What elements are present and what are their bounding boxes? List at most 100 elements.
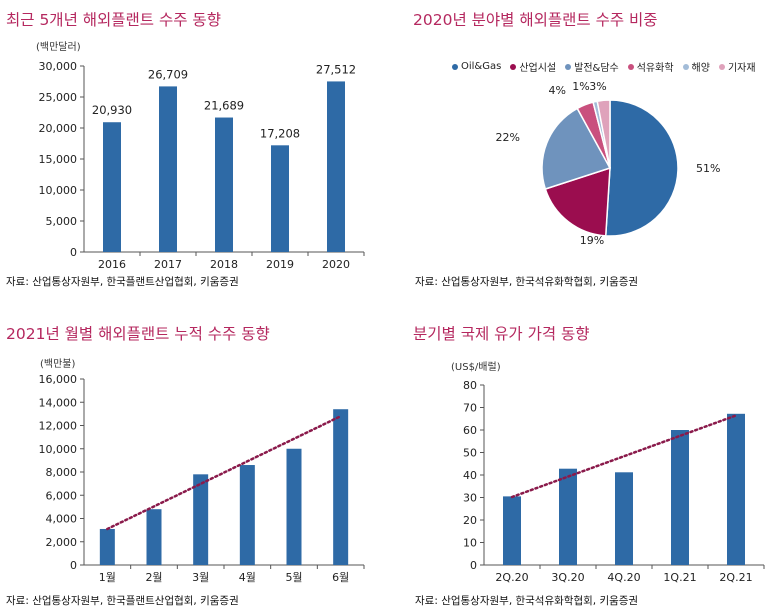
chart1-y-tick-label: 5,000 bbox=[46, 215, 78, 228]
chart3-bar bbox=[99, 528, 115, 565]
chart1-bar bbox=[159, 86, 177, 252]
chart4-y-tick-label: 50 bbox=[463, 447, 477, 460]
chart3-bar bbox=[333, 409, 349, 565]
legend-marker-icon bbox=[510, 63, 517, 70]
chart1-source: 자료: 산업통상자원부, 한국플랜트산업협회, 키움증권 bbox=[6, 276, 239, 288]
chart2-legend-label: 발전&담수 bbox=[574, 63, 619, 74]
chart1-data-label: 20,930 bbox=[92, 103, 132, 117]
chart2-data-label: 3% bbox=[589, 80, 606, 93]
chart1-title: 최근 5개년 해외플랜트 수주 동향 bbox=[6, 11, 221, 29]
legend-marker-icon bbox=[565, 63, 572, 70]
chart3-y-tick-label: 16,000 bbox=[39, 373, 78, 386]
chart2-data-label: 22% bbox=[496, 131, 520, 144]
chart3-title: 2021년 월별 해외플랜트 누적 수주 동향 bbox=[6, 325, 270, 343]
chart2-legend-label: Oil&Gas bbox=[461, 61, 502, 72]
chart2-svg: 51% 19% 22% 4% 1% 3% bbox=[496, 80, 721, 247]
chart3-bar bbox=[286, 448, 302, 565]
chart1-bar bbox=[103, 122, 121, 252]
chart3-y-tick-label: 14,000 bbox=[39, 396, 78, 409]
chart2-legend: Oil&Gas 산업시설 발전&담수 석유화학 해양 기자재 bbox=[452, 59, 756, 74]
chart2-slice bbox=[604, 99, 679, 237]
chart1-y-tick-label: 10,000 bbox=[39, 184, 78, 197]
chart1-bar bbox=[215, 117, 233, 252]
chart2-data-label: 4% bbox=[549, 84, 566, 97]
chart4-unit: (US$/배럴) bbox=[451, 362, 501, 373]
chart2-source: 자료: 산업통상자원부, 한국석유화학협회, 키움증권 bbox=[415, 276, 639, 288]
chart1-y-tick-label: 20,000 bbox=[39, 122, 78, 135]
chart4-y-tick-label: 10 bbox=[463, 537, 477, 550]
chart2-legend-item: 산업시설 bbox=[510, 59, 556, 74]
chart3-y-tick-label: 0 bbox=[70, 559, 77, 572]
chart3-x-tick-label: 1월 bbox=[99, 571, 116, 584]
chart4-y-tick-label: 70 bbox=[463, 402, 477, 415]
chart3-source: 자료: 산업통상자원부, 한국플랜트산업협회, 키움증권 bbox=[6, 595, 239, 607]
chart3-x-tick-label: 5월 bbox=[285, 571, 302, 584]
chart3-x-tick-label: 3월 bbox=[192, 571, 209, 584]
chart2-legend-item: Oil&Gas bbox=[452, 61, 501, 72]
chart3-x-tick-label: 4월 bbox=[239, 571, 256, 584]
chart2-slice bbox=[544, 166, 611, 237]
chart1-data-label: 21,689 bbox=[204, 99, 244, 113]
chart2-legend-item: 발전&담수 bbox=[565, 59, 619, 74]
chart1-x-tick-label: 2020 bbox=[322, 258, 350, 271]
chart3-y-tick-label: 12,000 bbox=[39, 420, 78, 433]
chart4-title: 분기별 국제 유가 가격 동향 bbox=[413, 325, 590, 343]
chart2-legend-item: 석유화학 bbox=[627, 59, 674, 74]
chart3-y-tick-label: 8,000 bbox=[46, 466, 78, 479]
chart1-x-tick-label: 2017 bbox=[154, 258, 182, 271]
chart2-legend-label: 해양 bbox=[691, 63, 710, 74]
chart4-source: 자료: 산업통상자원부, 한국석유화학협회, 키움증권 bbox=[415, 595, 639, 607]
chart4-bar bbox=[503, 496, 521, 565]
chart2-legend-label: 기자재 bbox=[727, 63, 756, 74]
chart2-data-label: 19% bbox=[580, 234, 604, 247]
chart4-y-tick-label: 0 bbox=[470, 559, 477, 572]
chart4-bar bbox=[727, 413, 745, 565]
chart1-svg: 0 5,000 10,000 15,000 20,000 25,000 30,000 2016… bbox=[39, 60, 365, 271]
chart3-svg: 0 2,000 4,000 6,000 8,000 10,000 12,000 14,000 1… bbox=[39, 373, 365, 584]
chart2-legend-label: 산업시설 bbox=[519, 63, 557, 74]
legend-marker-icon bbox=[452, 63, 458, 70]
chart2-legend-item: 기자재 bbox=[718, 59, 756, 74]
chart2-data-label: 51% bbox=[696, 162, 720, 175]
chart4-x-tick-label: 3Q.20 bbox=[551, 571, 584, 584]
chart1-x-tick-label: 2018 bbox=[210, 258, 238, 271]
chart3-unit: (백만불) bbox=[40, 359, 76, 370]
chart1-y-tick-label: 25,000 bbox=[39, 91, 78, 104]
chart1-bar bbox=[271, 145, 289, 252]
chart3-bar bbox=[193, 474, 209, 565]
chart1-y-tick-label: 30,000 bbox=[39, 60, 78, 73]
chart3-y-tick-label: 10,000 bbox=[39, 443, 78, 456]
chart2-legend-item: 해양 bbox=[682, 59, 710, 74]
chart4-x-tick-label: 2Q.20 bbox=[495, 571, 528, 584]
chart4-y-tick-label: 80 bbox=[463, 379, 477, 392]
chart3-bar bbox=[239, 465, 255, 565]
chart4-trendline bbox=[510, 414, 738, 499]
chart4-y-tick-label: 20 bbox=[463, 514, 477, 527]
chart4-x-tick-label: 4Q.20 bbox=[607, 571, 640, 584]
chart3-x-tick-label: 6월 bbox=[332, 571, 349, 584]
chart4-x-tick-label: 1Q.21 bbox=[663, 571, 696, 584]
chart2-slice bbox=[596, 99, 611, 169]
chart3-x-tick-label: 2월 bbox=[145, 571, 162, 584]
chart2-legend-label: 석유화학 bbox=[636, 63, 674, 74]
legend-marker-icon bbox=[682, 63, 689, 70]
chart4-y-tick-label: 30 bbox=[463, 492, 477, 505]
chart2-title: 2020년 분야별 해외플랜트 수주 비중 bbox=[413, 11, 658, 29]
chart1-x-tick-label: 2019 bbox=[266, 258, 294, 271]
chart4-y-tick-label: 40 bbox=[463, 469, 477, 482]
legend-marker-icon bbox=[718, 63, 725, 70]
chart4-bar bbox=[615, 472, 633, 565]
chart1-data-label: 27,512 bbox=[316, 62, 356, 76]
chart4-bar bbox=[559, 468, 577, 565]
chart1-y-tick-label: 15,000 bbox=[39, 153, 78, 166]
chart3-trendline bbox=[106, 414, 342, 531]
chart1-unit: (백만달러) bbox=[36, 42, 81, 53]
chart4-x-tick-label: 2Q.21 bbox=[719, 571, 752, 584]
chart1-data-label: 17,208 bbox=[260, 126, 300, 140]
chart2-slice bbox=[541, 107, 612, 190]
chart3-y-tick-label: 4,000 bbox=[46, 513, 78, 526]
chart1-x-tick-label: 2016 bbox=[98, 258, 126, 271]
chart3-y-tick-label: 6,000 bbox=[46, 489, 78, 502]
chart4-y-tick-label: 60 bbox=[463, 424, 477, 437]
chart1-data-label: 26,709 bbox=[148, 67, 188, 81]
